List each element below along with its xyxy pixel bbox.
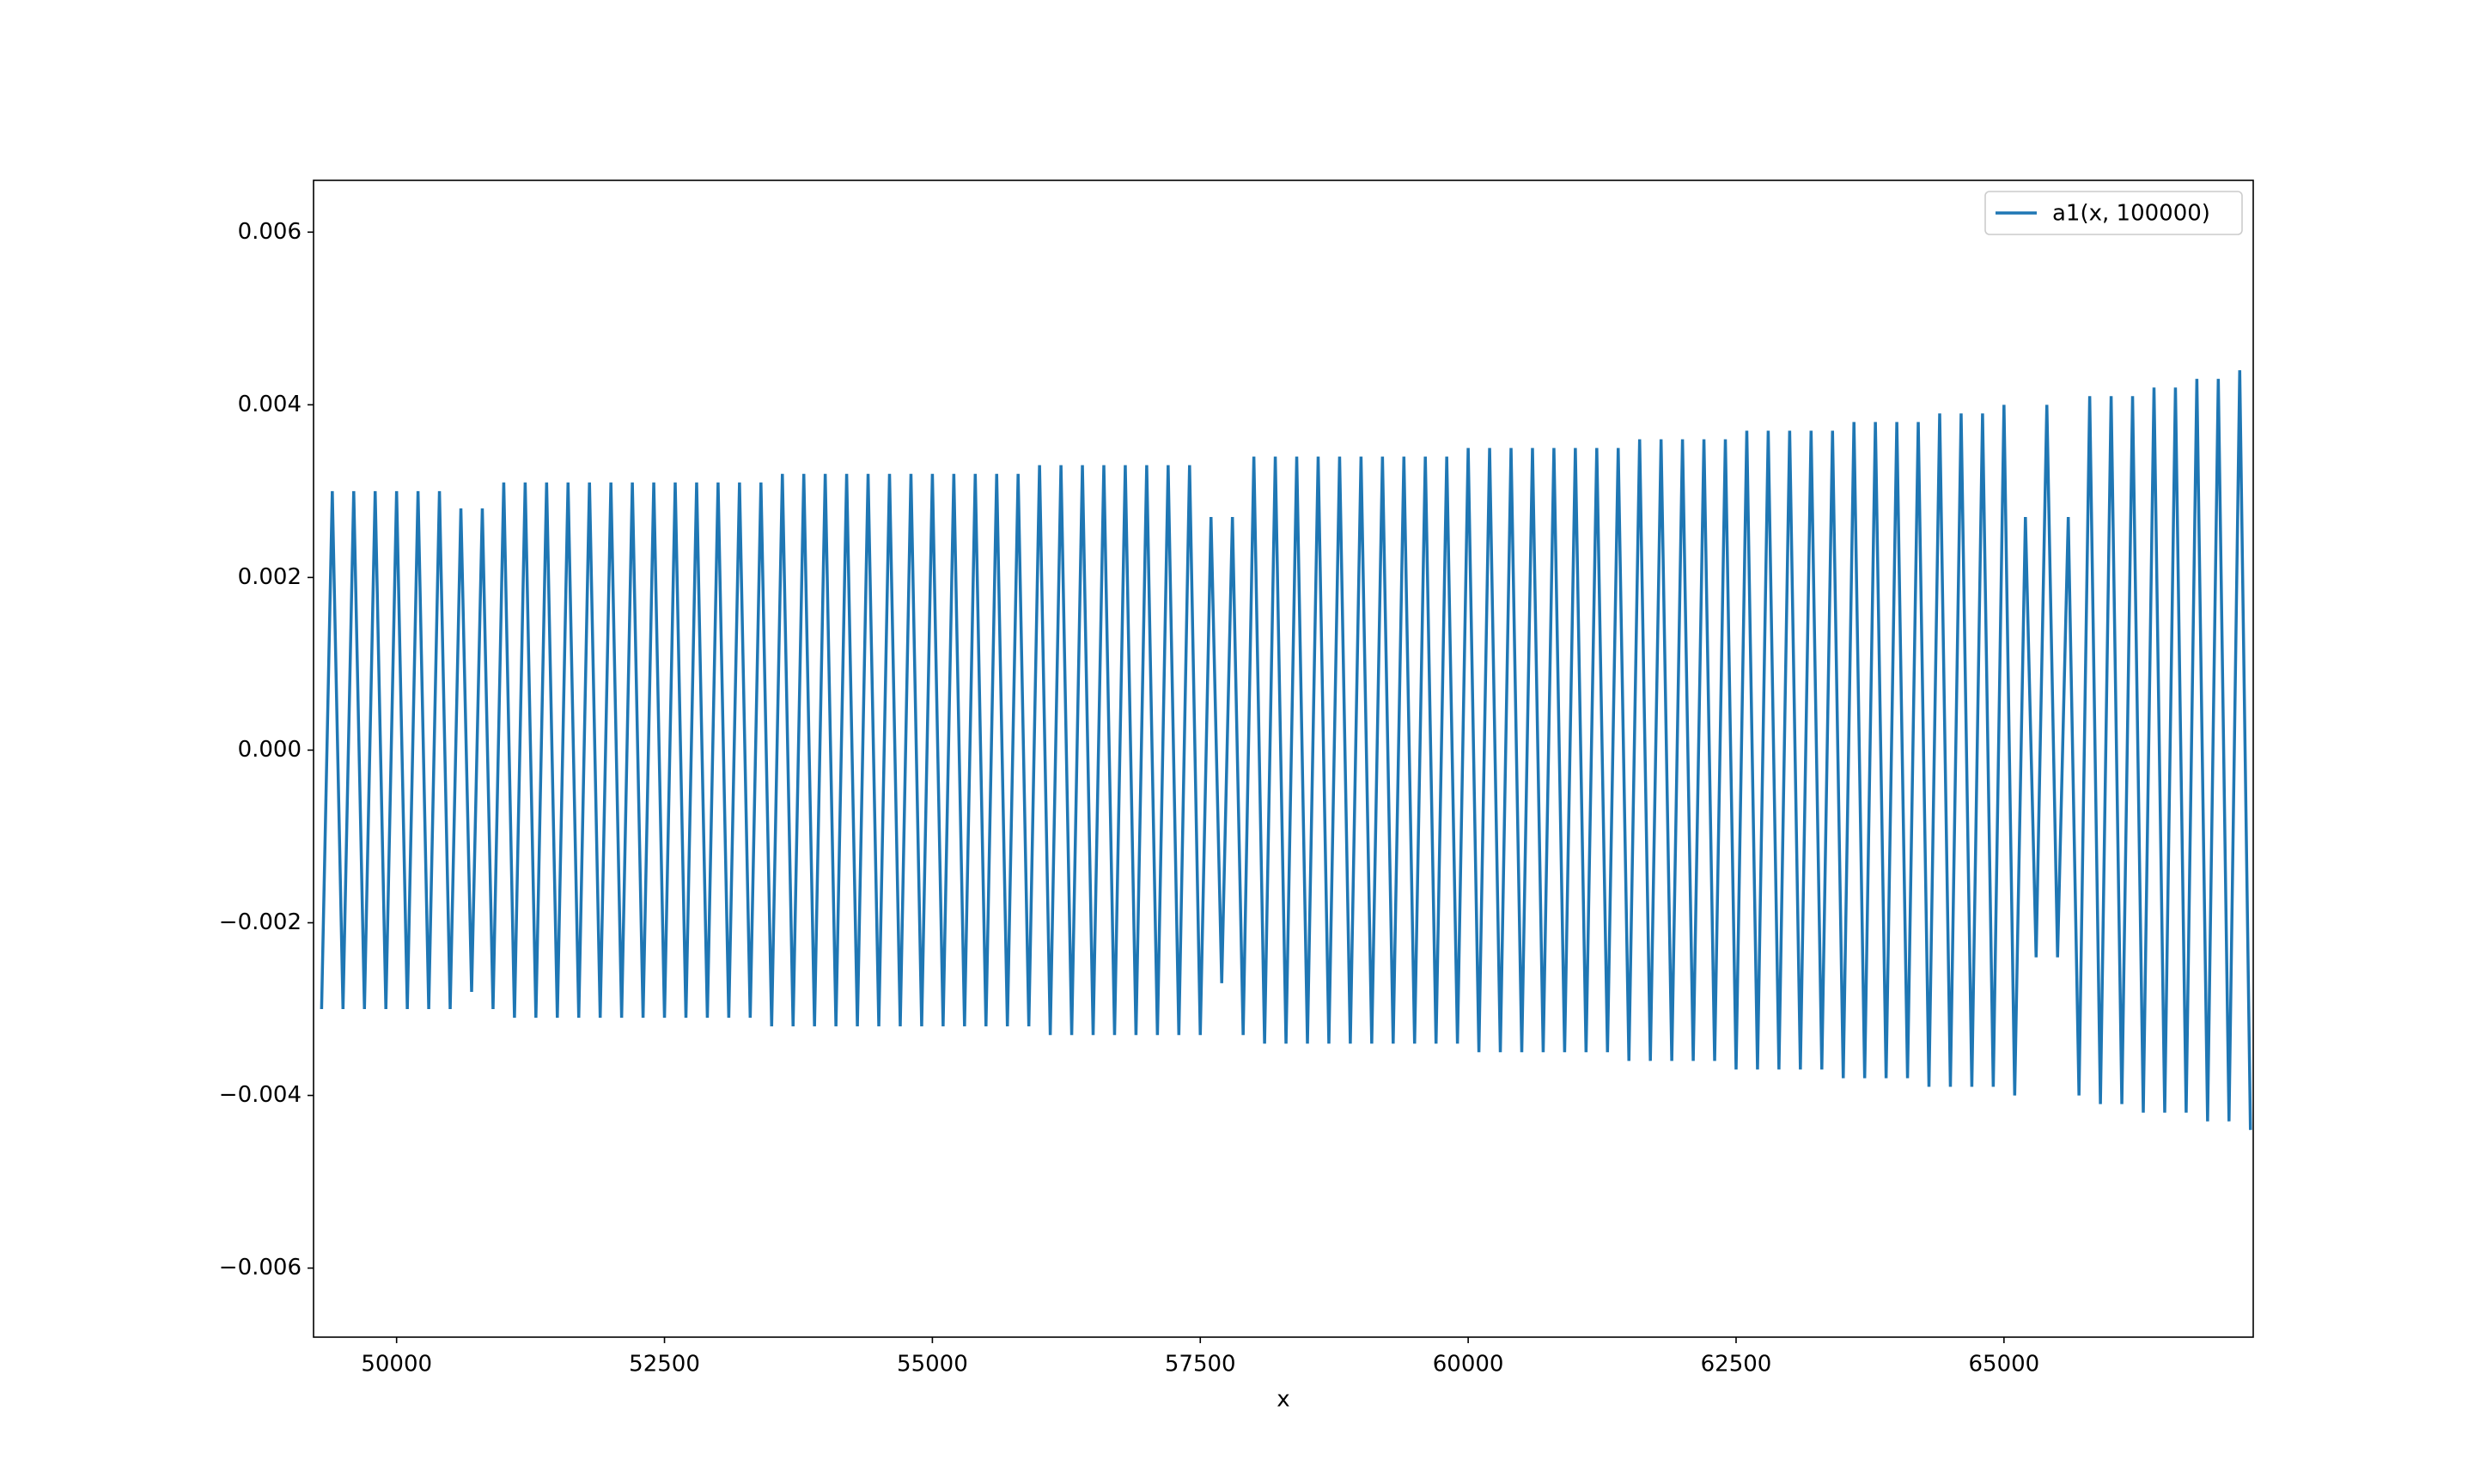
x-tick-label: 65000 [1968, 1352, 2039, 1378]
x-tick-label: 62500 [1701, 1352, 1772, 1378]
plot-frame [313, 179, 2254, 1338]
x-axis-label: x [1277, 1387, 1289, 1413]
y-tick-label: −0.006 [219, 1255, 302, 1280]
data-line [320, 370, 2252, 1130]
x-tick-label: 57500 [1165, 1352, 1236, 1378]
legend-box [1984, 191, 2243, 235]
y-tick-label: 0.002 [238, 564, 302, 590]
x-tick-label: 60000 [1433, 1352, 1504, 1378]
x-tick-label: 55000 [897, 1352, 968, 1378]
y-tick-label: −0.002 [219, 909, 302, 935]
legend-label: a1(x, 100000) [2052, 201, 2210, 227]
y-tick-label: −0.004 [219, 1082, 302, 1108]
x-tick-label: 50000 [361, 1352, 432, 1378]
y-tick-label: 0.006 [238, 219, 302, 245]
x-tick-label: 52500 [629, 1352, 700, 1378]
y-tick-label: 0.004 [238, 392, 302, 417]
y-tick-label: 0.000 [238, 737, 302, 763]
